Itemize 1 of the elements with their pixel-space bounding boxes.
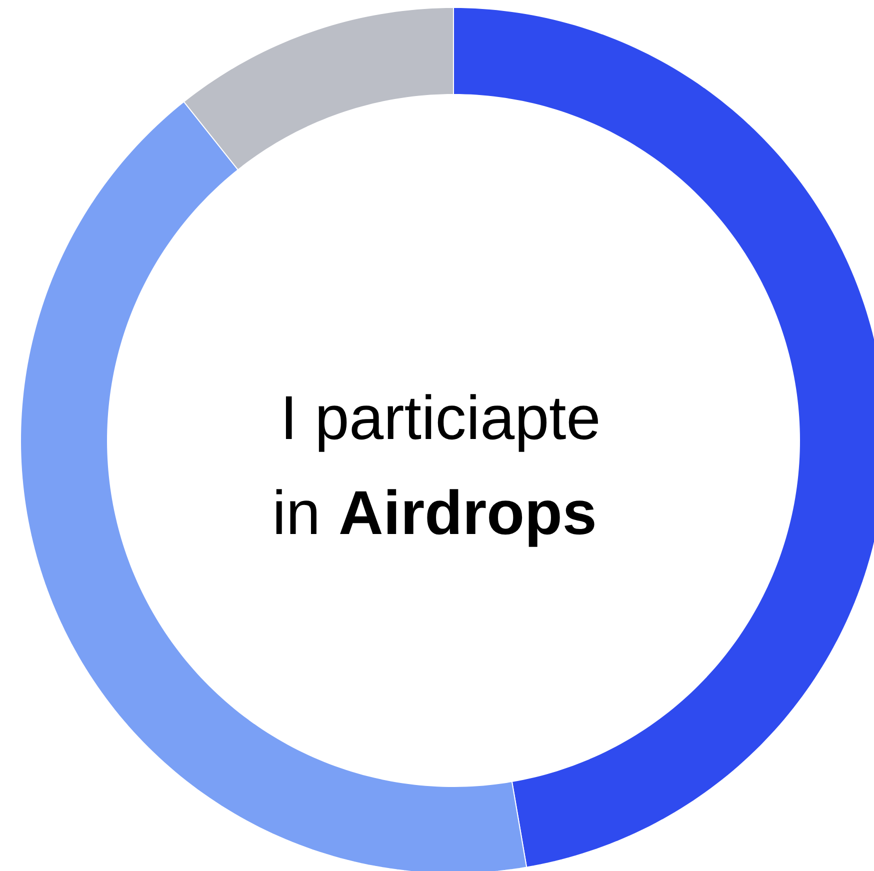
text: I particiapte in Airdrops (272, 384, 601, 548)
